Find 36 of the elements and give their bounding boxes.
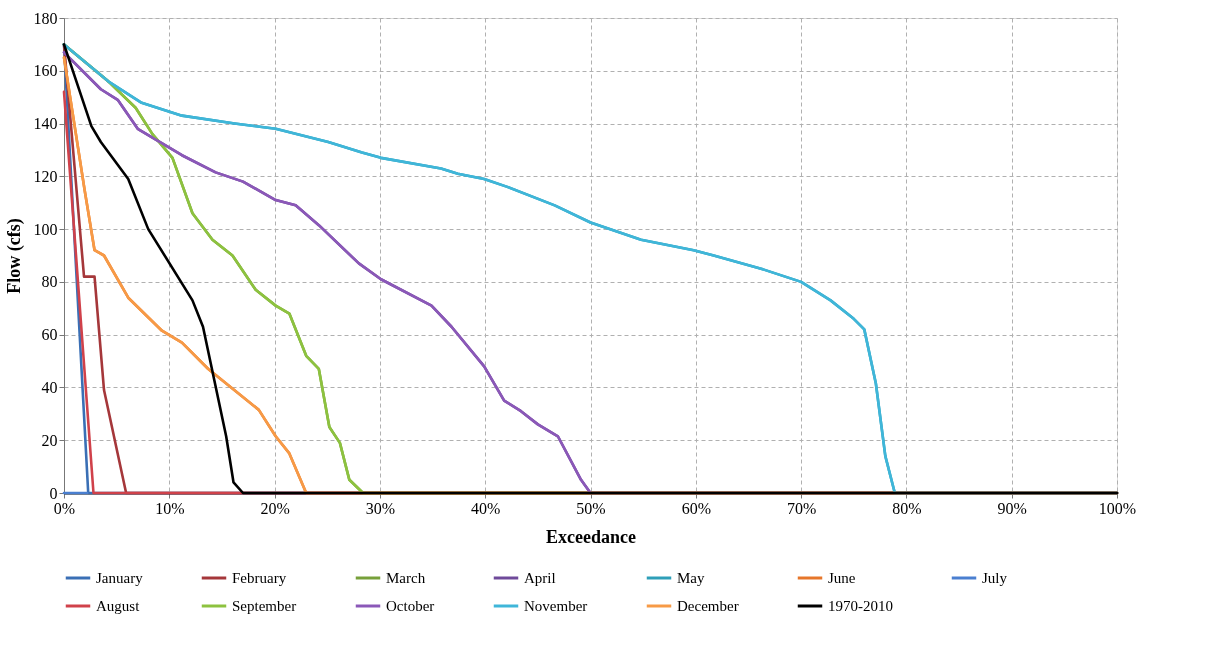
y-tick-label: 100 <box>33 220 58 238</box>
y-tick-label: 60 <box>41 326 58 344</box>
legend-label: June <box>828 570 856 586</box>
legend-label: April <box>524 570 556 586</box>
x-axis-title: Exceedance <box>546 526 636 547</box>
y-tick-label: 180 <box>33 9 58 27</box>
y-tick-label: 40 <box>41 378 58 396</box>
legend-label: November <box>524 598 588 614</box>
legend-label: March <box>386 570 426 586</box>
x-tick-label: 30% <box>365 499 396 517</box>
x-tick-label: 100% <box>1098 499 1137 517</box>
x-tick-label: 90% <box>997 499 1027 517</box>
legend-label: January <box>96 570 144 586</box>
legend-label: May <box>677 570 705 586</box>
legend-label: August <box>96 598 141 614</box>
y-tick-label: 80 <box>41 273 58 291</box>
x-tick-label: 0% <box>53 499 76 517</box>
x-tick-label: 20% <box>260 499 290 517</box>
x-tick-label: 10% <box>155 499 185 517</box>
y-tick-label: 20 <box>41 431 58 449</box>
legend-label: December <box>677 598 739 614</box>
y-axis-title: Flow (cfs) <box>3 218 25 294</box>
x-tick-label: 40% <box>471 499 501 517</box>
legend-label: February <box>232 570 287 586</box>
y-tick-label: 140 <box>33 115 58 133</box>
legend-label: October <box>386 598 435 614</box>
legend-label: July <box>982 570 1008 586</box>
x-tick-label: 80% <box>892 499 922 517</box>
y-tick-label: 120 <box>33 167 58 185</box>
y-tick-label: 160 <box>33 62 58 80</box>
x-tick-label: 50% <box>576 499 606 517</box>
legend-label: 1970-2010 <box>828 598 893 614</box>
legend-label: September <box>232 598 297 614</box>
x-tick-label: 60% <box>681 499 711 517</box>
y-tick-label: 0 <box>49 484 58 502</box>
x-tick-label: 70% <box>786 499 817 517</box>
